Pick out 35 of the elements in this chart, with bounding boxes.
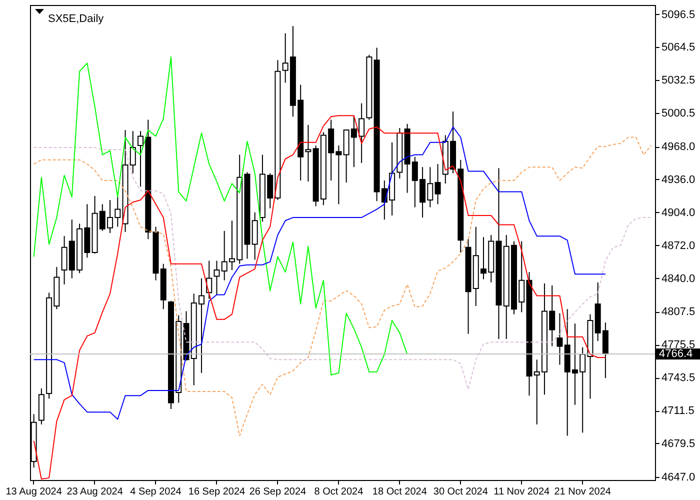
y-tick-label: 4840.0: [662, 272, 696, 285]
x-tick-label: 4 Sep 2024: [130, 486, 182, 498]
candlestick: [434, 164, 441, 205]
y-tick-label: 5064.5: [662, 42, 696, 54]
y-tick-label: 4711.5: [662, 405, 694, 418]
x-tick-label: 30 Oct 2024: [433, 486, 488, 498]
x-tick-label: 26 Sep 2024: [249, 486, 307, 498]
line-series: [33, 136, 652, 436]
line-series: [33, 115, 606, 480]
x-tick-label: 23 Aug 2024: [66, 486, 124, 498]
candlestick: [556, 312, 563, 366]
y-tick-label: 4679.5: [662, 438, 696, 450]
x-tick-label: 21 Nov 2024: [554, 486, 612, 498]
y-tick-label: 4968.0: [662, 141, 696, 154]
x-tick-label: 16 Sep 2024: [188, 486, 246, 498]
y-tick-label: 4936.0: [662, 174, 696, 186]
x-tick-label: 8 Oct 2024: [314, 486, 364, 498]
x-tick-label: 11 Nov 2024: [494, 486, 550, 498]
line-series: [33, 147, 652, 390]
y-tick-label: 4647.0: [662, 471, 696, 484]
candlestick: [214, 260, 220, 296]
x-tick-label: 13 Aug 2024: [6, 486, 62, 498]
y-tick-label: 4743.5: [662, 372, 696, 384]
y-tick-label: 5000.5: [662, 108, 696, 120]
x-tick-label: 18 Oct 2024: [372, 486, 428, 498]
y-tick-label: 5096.5: [662, 8, 696, 21]
line-series: [33, 56, 408, 376]
y-tick-label: 4872.0: [662, 240, 696, 252]
y-tick-label: 4807.5: [662, 306, 696, 318]
y-tick-label: 5032.5: [662, 74, 696, 87]
text: SX5E,Daily: [48, 13, 104, 25]
y-tick-label: 4904.0: [662, 206, 696, 219]
candlestick: [252, 212, 258, 260]
line-series: [33, 126, 606, 420]
ref-line-label: 4766.4: [659, 348, 693, 360]
